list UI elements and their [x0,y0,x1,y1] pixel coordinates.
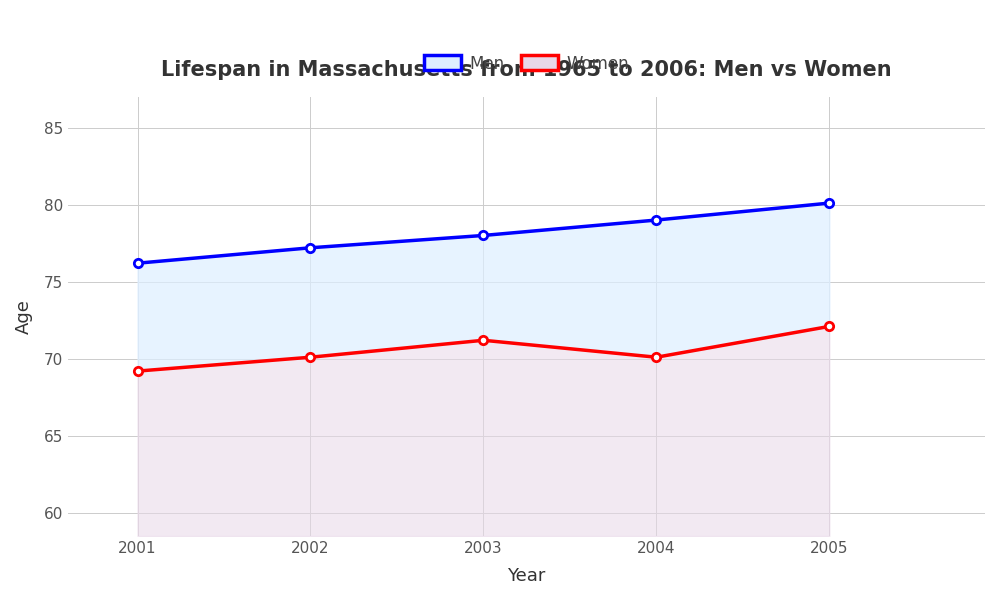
Legend: Men, Women: Men, Women [418,48,636,79]
X-axis label: Year: Year [507,567,546,585]
Title: Lifespan in Massachusetts from 1965 to 2006: Men vs Women: Lifespan in Massachusetts from 1965 to 2… [161,60,892,80]
Y-axis label: Age: Age [15,299,33,334]
